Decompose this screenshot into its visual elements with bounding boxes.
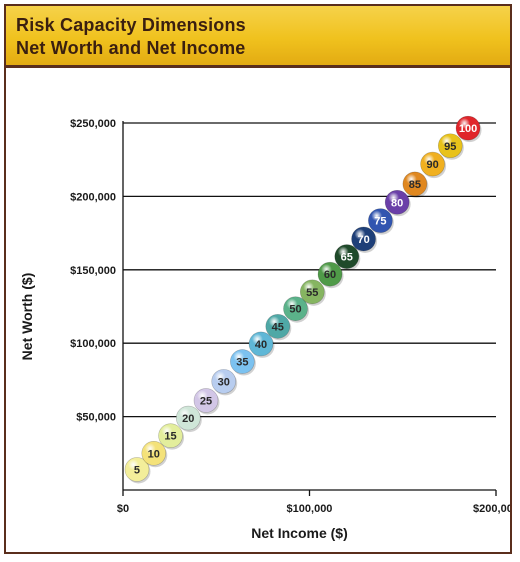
point-label: 65 — [341, 252, 353, 264]
data-point-80: 80 — [384, 189, 411, 217]
point-ball — [283, 296, 308, 322]
scatter-chart: $0 $100,000 $200,000 $50,000 $100,000 $150,0… — [19, 115, 510, 541]
point-ball — [175, 405, 201, 431]
data-point-50: 50 — [283, 296, 310, 323]
x-tick-label: $100,000 — [287, 503, 333, 515]
point-label: 20 — [182, 413, 194, 425]
data-point-5: 5 — [124, 457, 151, 484]
data-point-55: 55 — [299, 279, 326, 306]
x-tick-label: $200,000 — [473, 503, 510, 515]
y-tick-label: $150,000 — [70, 265, 116, 277]
point-ball — [158, 423, 183, 448]
chart-title-line1: Risk Capacity Dimensions — [16, 15, 246, 35]
point-ball — [265, 314, 291, 339]
point-label: 80 — [391, 197, 403, 209]
data-point-85: 85 — [402, 171, 429, 198]
point-label: 15 — [164, 431, 176, 443]
data-point-35: 35 — [230, 349, 256, 376]
data-point-30: 30 — [211, 369, 238, 396]
point-label: 25 — [200, 395, 212, 407]
y-tick-label: $100,000 — [70, 338, 116, 350]
data-point-10: 10 — [141, 440, 168, 468]
data-point-40: 40 — [248, 331, 275, 358]
y-tick-label: $50,000 — [76, 412, 116, 424]
point-ball — [317, 261, 343, 287]
data-point-90: 90 — [420, 151, 447, 179]
point-ball — [368, 208, 393, 233]
data-point-45: 45 — [265, 314, 292, 341]
data-point-60: 60 — [317, 261, 344, 289]
x-tick-label: $0 — [117, 503, 129, 515]
chart-frame: Risk Capacity Dimensions Net Worth and N… — [4, 4, 512, 554]
data-point-70: 70 — [351, 226, 378, 253]
data-point-15: 15 — [158, 423, 185, 450]
data-point-65: 65 — [334, 244, 361, 271]
point-ball — [420, 151, 445, 177]
point-label: 40 — [255, 339, 267, 351]
point-label: 100 — [459, 123, 477, 135]
y-tick-label: $200,000 — [70, 191, 116, 203]
point-label: 70 — [357, 234, 369, 246]
data-point-25: 25 — [193, 388, 220, 415]
point-ball — [438, 133, 463, 159]
point-label: 5 — [134, 464, 140, 476]
point-ball — [334, 244, 360, 269]
x-tick-labels: $0 $100,000 $200,000 — [117, 490, 510, 515]
point-ball — [124, 457, 150, 482]
point-label: 75 — [374, 216, 386, 228]
point-ball — [230, 349, 255, 374]
point-ball — [455, 115, 481, 141]
point-label: 30 — [218, 376, 230, 388]
point-label: 60 — [324, 269, 336, 281]
y-axis-title: Net Worth ($) — [19, 273, 35, 361]
data-point-20: 20 — [175, 405, 202, 433]
y-tick-labels: $50,000 $100,000 $150,000 $200,000 $250,000 — [70, 118, 116, 424]
point-label: 95 — [444, 141, 456, 153]
data-point-95: 95 — [438, 133, 464, 160]
point-label: 85 — [409, 179, 421, 191]
point-ball — [402, 171, 428, 197]
data-point-75: 75 — [368, 208, 394, 235]
point-label: 10 — [148, 448, 160, 460]
point-ball — [141, 440, 167, 466]
point-label: 50 — [289, 304, 301, 316]
data-point-100: 100 — [455, 115, 482, 143]
gridlines — [123, 122, 496, 418]
point-label: 55 — [306, 287, 318, 299]
x-axis-title: Net Income ($) — [251, 525, 347, 541]
chart-title-line2: Net Worth and Net Income — [16, 38, 246, 58]
point-ball — [248, 331, 274, 357]
point-ball — [193, 388, 219, 413]
point-ball — [299, 279, 325, 305]
point-ball — [211, 369, 237, 394]
point-ball — [351, 226, 376, 252]
point-label: 45 — [272, 321, 284, 333]
y-tick-label: $250,000 — [70, 118, 116, 130]
point-label: 90 — [426, 159, 438, 171]
title-banner: Risk Capacity Dimensions Net Worth and N… — [6, 6, 510, 68]
point-ball — [384, 189, 410, 215]
point-label: 35 — [236, 357, 248, 369]
